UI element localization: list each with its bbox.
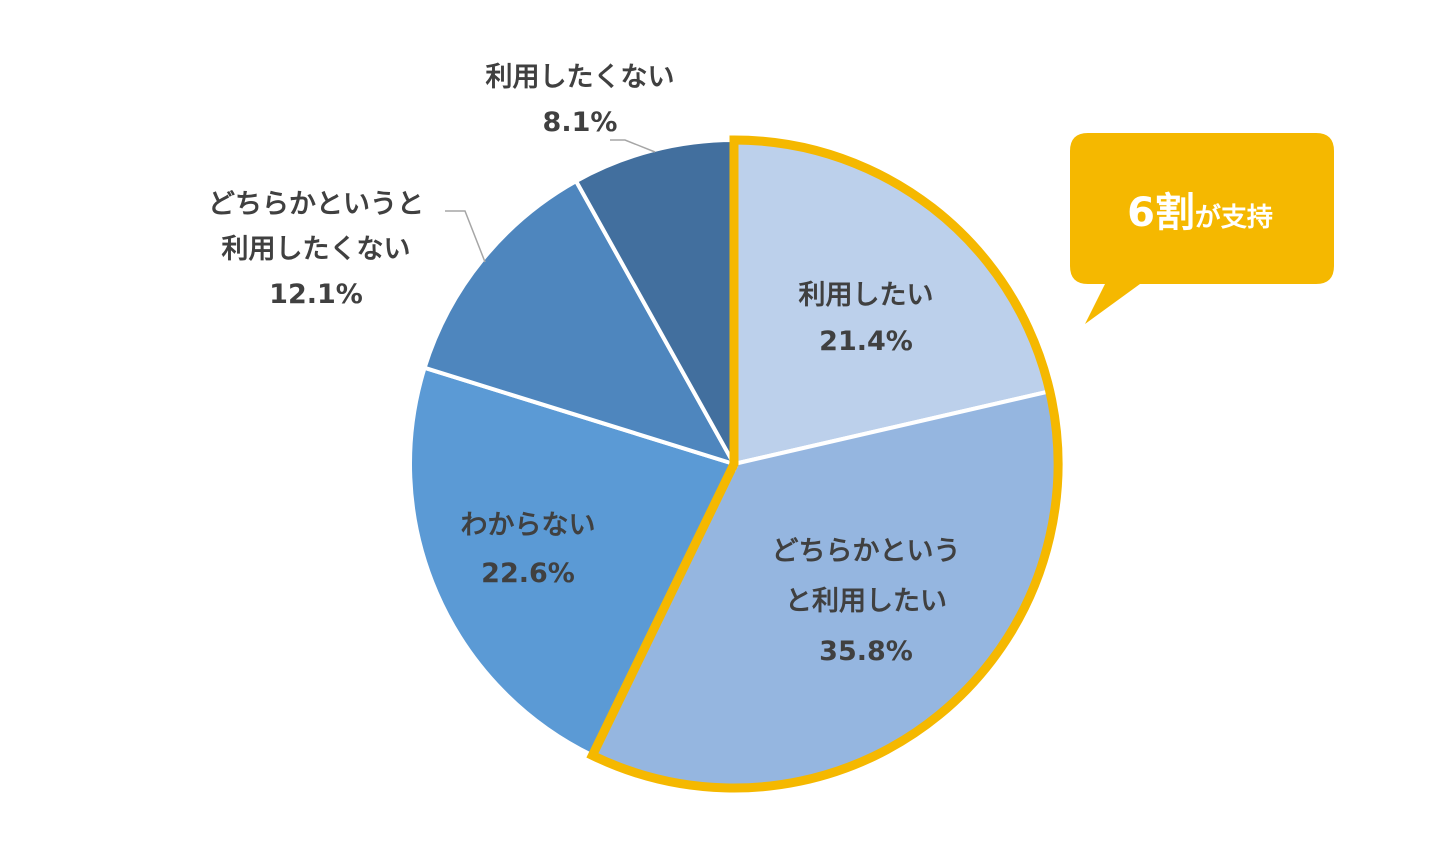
- slice-value-label: 8.1%: [543, 107, 618, 138]
- callout-text: 6割が支持: [1127, 190, 1273, 236]
- slice-label: どちらかというと利用したくない 12.1%: [208, 189, 424, 310]
- callout-small-text: が支持: [1195, 202, 1273, 233]
- slice-category-label: 利用したくない: [486, 62, 675, 93]
- leader-lines: [445, 139, 656, 263]
- slice-label: わからない 22.6%: [461, 510, 596, 589]
- pie-slice: [408, 365, 737, 759]
- slice-category-label: 利用したくない: [222, 234, 411, 265]
- slice-category-label: どちらかという: [772, 536, 961, 567]
- slice-label: 利用したくない 8.1%: [486, 62, 675, 138]
- callout-shape: [1070, 133, 1334, 324]
- slice-category-label: わからない: [461, 510, 596, 541]
- slice-label: どちらかというと利用したい 35.8%: [772, 536, 961, 667]
- slice-value-label: 35.8%: [819, 636, 913, 667]
- callout-bubble: 6割が支持: [1070, 133, 1334, 324]
- pie-slice: [422, 178, 739, 468]
- slice-value-label: 21.4%: [819, 326, 913, 357]
- slice-category-label: と利用したい: [785, 586, 947, 617]
- leader-line: [610, 139, 656, 153]
- leader-line: [445, 210, 486, 263]
- slice-category-label: 利用したい: [799, 280, 934, 311]
- highlight-outline: [586, 135, 1063, 793]
- slice-value-label: 12.1%: [269, 279, 363, 310]
- slice-value-label: 22.6%: [481, 558, 575, 589]
- slice-labels: 利用したい 21.4% どちらかというと利用したい 35.8% わからない 22.6% どち…: [208, 62, 961, 667]
- slice-category-label: どちらかというと: [208, 189, 424, 220]
- callout-big-text: 6割: [1127, 190, 1195, 236]
- slice-label: 利用したい 21.4%: [799, 280, 934, 357]
- pie-slices: [408, 137, 1060, 790]
